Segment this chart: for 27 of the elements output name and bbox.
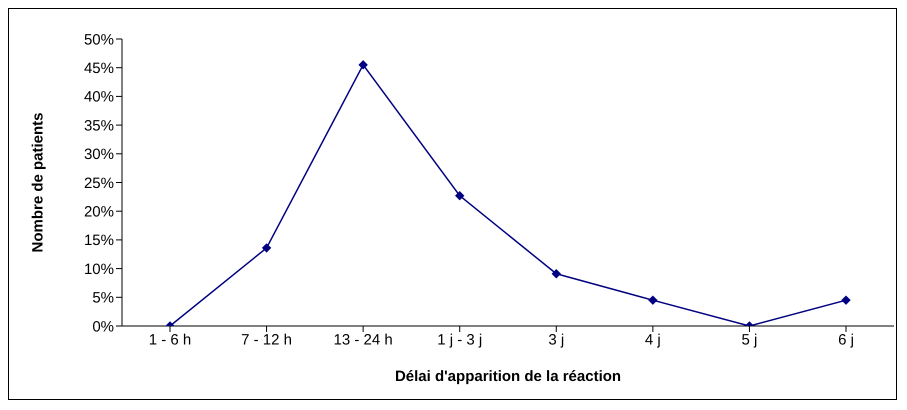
point	[262, 243, 272, 252]
x-tick-label: 1 j - 3 j	[437, 332, 482, 349]
point	[648, 296, 658, 305]
x-tick-label: 13 - 24 h	[334, 332, 393, 349]
x-tick-label: 1 - 6 h	[148, 332, 192, 349]
y-tick-label: 5%	[92, 290, 114, 307]
y-tick-label: 15%	[84, 232, 114, 250]
x-tick-label: 5 j	[742, 332, 758, 349]
y-tick-label: 45%	[84, 60, 114, 78]
y-tick-label: 40%	[84, 88, 114, 106]
x-tick-label: 3 j	[548, 332, 564, 349]
point	[455, 191, 464, 200]
point	[358, 60, 368, 70]
y-tick-label: 20%	[84, 204, 114, 221]
point	[842, 296, 850, 305]
point	[552, 269, 561, 278]
y-axis-title: Nombre de patients	[29, 112, 46, 253]
y-tick-label: 0%	[92, 318, 114, 336]
x-tick-label: 4 j	[644, 332, 661, 349]
y-tick-label: 25%	[84, 174, 114, 192]
x-tick-label: 6 j	[838, 332, 854, 349]
y-tick-label: 35%	[84, 117, 114, 134]
y-tick-label: 50%	[84, 31, 114, 48]
x-axis-title: Délai d'apparition de la réaction	[394, 368, 622, 385]
y-tick-label: 10%	[84, 260, 114, 278]
y-tick-label: 30%	[84, 146, 114, 164]
x-tick-label: 7 - 12 h	[241, 332, 292, 349]
